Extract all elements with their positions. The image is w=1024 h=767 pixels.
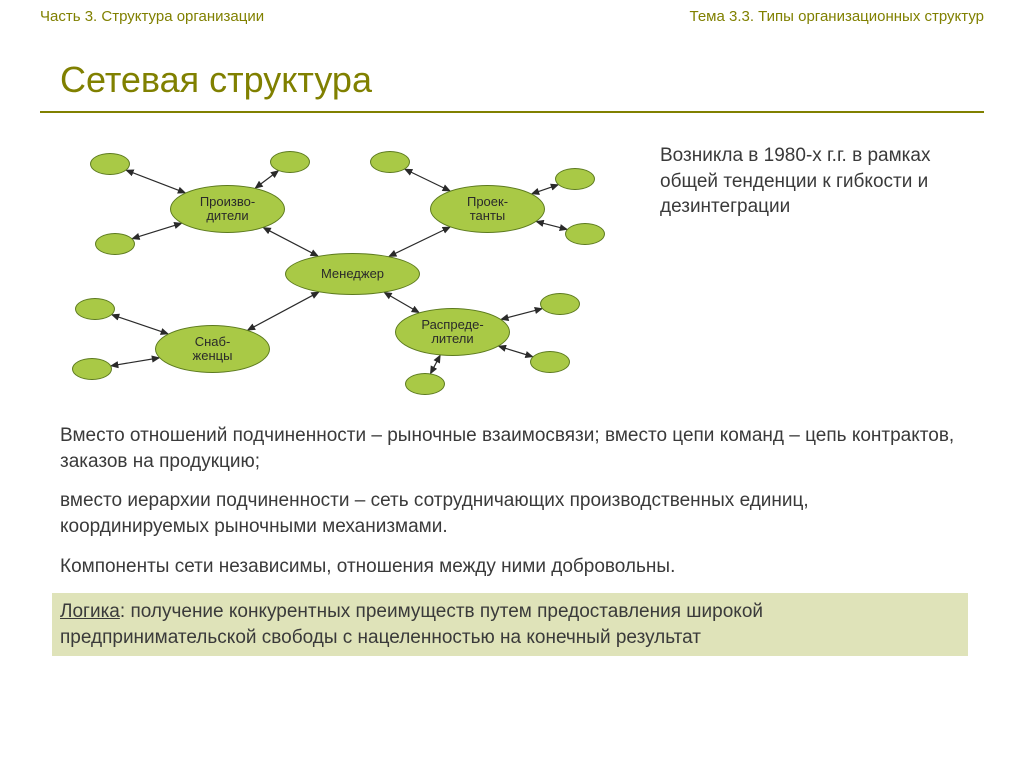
node-producers: Произво-дители: [170, 185, 285, 233]
node-p_s2: [270, 151, 310, 173]
node-d_s1: [370, 151, 410, 173]
side-text: Возникла в 1980-х г.г. в рамках общей те…: [660, 143, 970, 220]
body-text: Вместо отношений подчиненности – рыночны…: [60, 423, 960, 656]
paragraph-3: Компоненты сети независимы, отношения ме…: [60, 554, 960, 580]
paragraph-2: вместо иерархии подчиненности – сеть сот…: [60, 488, 960, 539]
logic-label: Логика: [60, 601, 120, 622]
node-designers: Проек-танты: [430, 185, 545, 233]
logic-text: : получение конкурентных преимуществ пут…: [60, 601, 763, 648]
node-r_s2: [530, 351, 570, 373]
node-s_s2: [72, 358, 112, 380]
page-title: Сетевая структура: [0, 29, 1024, 111]
paragraph-1: Вместо отношений подчиненности – рыночны…: [60, 423, 960, 474]
node-r_s3: [405, 373, 445, 395]
node-s_s1: [75, 298, 115, 320]
node-suppliers: Снаб-женцы: [155, 325, 270, 373]
node-d_s3: [565, 223, 605, 245]
title-underline: [40, 111, 984, 113]
network-diagram: Произво-дители Проек-тантыМенеджер Снаб-же…: [60, 133, 620, 413]
header-right: Тема 3.3. Типы организационных структур: [690, 8, 985, 25]
node-distributors: Распреде-лители: [395, 308, 510, 356]
header: Часть 3. Структура организации Тема 3.3.…: [0, 0, 1024, 29]
node-manager: Менеджер: [285, 253, 420, 295]
logic-box: Логика: получение конкурентных преимущес…: [52, 593, 968, 656]
node-p_s1: [90, 153, 130, 175]
node-r_s1: [540, 293, 580, 315]
node-d_s2: [555, 168, 595, 190]
node-p_s3: [95, 233, 135, 255]
header-left: Часть 3. Структура организации: [40, 8, 264, 25]
